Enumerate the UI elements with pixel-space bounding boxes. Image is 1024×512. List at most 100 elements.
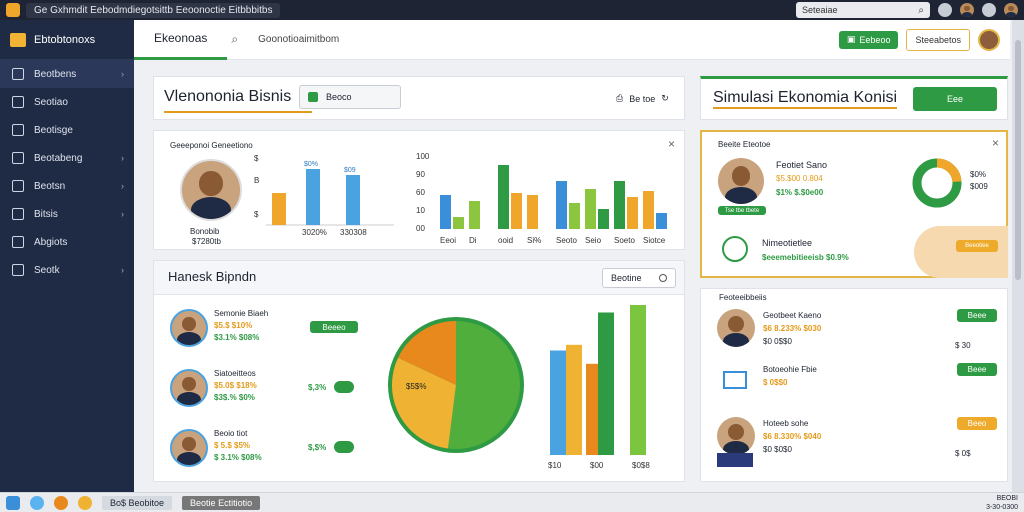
coin-icon — [722, 236, 748, 262]
tab-main[interactable]: Ekeonoas — [134, 20, 228, 60]
person-avatar — [180, 159, 242, 221]
header-green-button[interactable]: ▣ Eebeoo — [838, 30, 899, 49]
close-icon[interactable]: × — [668, 137, 676, 151]
header-outline-button[interactable]: Steeabetos — [906, 28, 970, 51]
row-name: Botoeohie Fbie — [763, 365, 817, 374]
bar-mark — [585, 189, 596, 229]
bar-mark — [527, 195, 538, 229]
list-item[interactable]: Botoeohie Fbie $ 0$$0 Beee — [715, 361, 999, 409]
sidebar-item[interactable]: Beotsn › — [0, 172, 134, 200]
sidebar-item[interactable]: Beotbens › — [0, 60, 134, 88]
sidebar-item-label: Seotk — [34, 264, 60, 276]
list-panel: Hanesk Bipndn Beotine Semonie Biaeh $5.$… — [153, 260, 685, 482]
firefox-icon[interactable] — [78, 495, 92, 510]
x-label: $00 — [590, 461, 604, 470]
brand-icon — [10, 32, 26, 47]
sim-bottom-label: Nimeotietlee — [762, 238, 813, 248]
row-name: Hoteeb sohe — [763, 419, 809, 428]
bar-mark — [643, 191, 654, 229]
list-item[interactable]: Geotbeet Kaeno $6 8.233% $030 $0 0$$0 Be… — [715, 307, 999, 355]
y-tick: 10 — [416, 206, 425, 215]
list-button[interactable]: Beotine — [602, 268, 676, 288]
row-v2: $3$.% $0% — [214, 393, 255, 402]
scrollbar-thumb[interactable] — [1015, 40, 1021, 280]
sidebar-item[interactable]: Abgiots — [0, 228, 134, 256]
search-icon: ⌕ — [918, 4, 924, 16]
row-v1: $ 0$$0 — [763, 378, 788, 387]
sidebar-item[interactable]: Beotabeng › — [0, 144, 134, 172]
list-item[interactable]: Siatoeitteos $5.0$ $18% $3$.% $0% — [168, 367, 368, 411]
sim-button[interactable]: Eee — [913, 87, 997, 111]
flag-icon — [717, 453, 753, 467]
sim-orange-button[interactable]: Beeotiee — [956, 240, 998, 252]
sidebar-item[interactable]: Beotisge — [0, 116, 134, 144]
sidebar-item[interactable]: Bitsis › — [0, 200, 134, 228]
header-avatar[interactable] — [978, 28, 1000, 51]
axis-label: $ — [254, 154, 259, 163]
settings-icon[interactable] — [982, 3, 996, 17]
bar-mark — [453, 217, 464, 229]
home-icon — [12, 68, 24, 80]
clock-date: 3-30-0300 — [986, 503, 1018, 511]
sidebar: Ebtobtonoxs Beotbens › Seotiao Beotisge … — [0, 20, 134, 492]
sim-val2: $1% $.$0e00 — [776, 188, 824, 197]
bar-mark — [440, 195, 451, 229]
overview-button[interactable]: Beoco — [299, 85, 401, 109]
taskbar-item[interactable]: Bo$ Beobitoe — [102, 495, 173, 510]
close-icon[interactable]: × — [992, 136, 1000, 150]
taskbar-item[interactable]: Beotie Ectitiotio — [182, 495, 261, 510]
header-search-icon[interactable]: ⌕ — [231, 32, 239, 46]
notification-icon[interactable] — [938, 3, 952, 17]
overview-actions[interactable]: ⎙ Be toe ↻ — [616, 93, 669, 104]
row-button[interactable]: Beeeo — [310, 321, 358, 333]
x-label: Soeto — [614, 236, 635, 245]
sidebar-item[interactable]: Seotiao — [0, 88, 134, 116]
bar-mark — [511, 193, 522, 229]
play-icon — [308, 92, 318, 102]
list-item[interactable]: Semonie Biaeh $5.$ $10% $3.1% $08% — [168, 307, 368, 351]
grouped-bar-chart: 100 90 60 10 00 Eeoi Di ooid Si% Seoto Seio Soeto Si… — [416, 152, 667, 245]
row-avatar — [170, 429, 208, 467]
row-button[interactable]: Beee — [957, 309, 997, 322]
taskbar: Bo$ Beobitoe Beotie Ectitiotio BEOBI 3-3… — [0, 492, 1024, 512]
row-pct: $,3% — [308, 382, 327, 392]
row-toggle[interactable] — [334, 441, 355, 453]
bar-mark — [550, 350, 566, 455]
right-list-title: Feoteeibbeiis — [719, 293, 767, 302]
list-item[interactable]: Beoio tiot $ 5.$ $5% $ 3.1% $08% — [168, 427, 368, 471]
sidebar-brand[interactable]: Ebtobtonoxs — [0, 20, 134, 60]
row-toggle[interactable] — [334, 381, 355, 393]
list-item[interactable]: Hoteeb sohe $6 8.330% $040 $0 $0$0 Beeo … — [715, 415, 999, 463]
row-status: $,3% — [308, 381, 355, 393]
tab-secondary[interactable]: Goonotioaimitbom — [258, 34, 340, 45]
row-pct: $,$% — [308, 442, 327, 452]
row-button[interactable]: Beeo — [957, 417, 997, 430]
os-search-input[interactable]: Seteaiae ⌕ — [796, 2, 930, 18]
bar-mark — [346, 175, 360, 225]
globe-icon — [12, 264, 24, 276]
chrome-icon[interactable] — [54, 495, 68, 510]
bar-mark — [469, 201, 480, 229]
pie-slice — [392, 357, 456, 449]
x-label: $0$8 — [632, 461, 650, 470]
donut-chart — [912, 158, 962, 208]
os-titlebar: Ge Gxhmdit Eebodmdiegotsittb Eeoonoctie … — [0, 0, 1024, 20]
row-button[interactable]: Beee — [957, 363, 997, 376]
row-name: Geotbeet Kaeno — [763, 311, 822, 320]
sidebar-item[interactable]: Seotk › — [0, 256, 134, 284]
scrollbar[interactable] — [1012, 20, 1024, 492]
top-stats-panel: Geeeponoi Geneetiono × Bonobib $7280tb $… — [153, 130, 685, 250]
profile-icon[interactable] — [1004, 3, 1018, 17]
donut-label: $009 — [970, 182, 988, 191]
user-avatar-icon[interactable] — [960, 3, 974, 17]
browser-icon[interactable] — [30, 495, 44, 510]
sim-title: Simulasi Ekonomia Konisi — [713, 89, 898, 109]
bar-mark — [569, 203, 580, 229]
windows-start-icon[interactable] — [6, 495, 20, 510]
toggle-icon — [659, 274, 667, 282]
users-icon — [12, 96, 24, 108]
chevron-down-icon: › — [121, 209, 124, 219]
list-icon — [12, 180, 24, 192]
row-v1: $5.$ $10% — [214, 321, 253, 330]
x-label: $10 — [548, 461, 562, 470]
